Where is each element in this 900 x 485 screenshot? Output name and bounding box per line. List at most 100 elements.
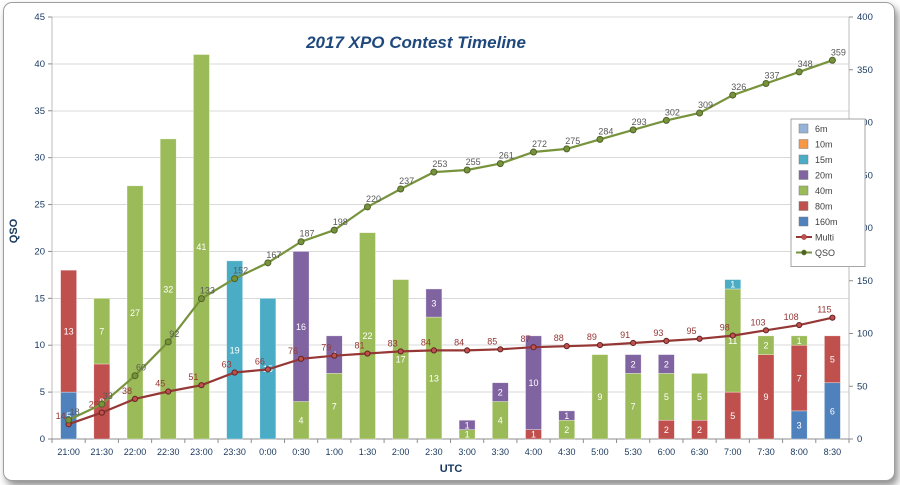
multi-point-label: 84 <box>454 337 464 347</box>
qso-point-label: 92 <box>169 329 179 339</box>
qso-marker <box>696 109 704 117</box>
bar-label: 1 <box>465 430 470 440</box>
bar-segment-20m <box>425 288 443 318</box>
legend-label-40m: 40m <box>815 186 833 196</box>
legend-swatch-10m <box>798 139 809 149</box>
y-right-tick-label: 50 <box>857 381 868 392</box>
qso-marker <box>496 160 504 168</box>
multi-point-label: 14 <box>56 411 66 421</box>
y-right-tick-label: 0 <box>857 434 862 445</box>
multi-point-label: 25 <box>89 400 99 410</box>
multi-marker <box>630 339 637 347</box>
bar-segment-80m <box>824 335 841 384</box>
y-left-tick-label: 5 <box>40 387 45 398</box>
multi-point-label: 103 <box>750 317 765 327</box>
multi-marker <box>762 327 770 334</box>
bar-segment-40m <box>159 138 177 440</box>
multi-marker <box>729 332 736 339</box>
multi-point-label: 63 <box>222 360 232 370</box>
x-tick-label: 6:00 <box>658 447 676 457</box>
bar-label: 5 <box>697 392 702 402</box>
bars: 5138727324119154167422171331142110219722… <box>60 54 841 440</box>
bar-segment-40m <box>591 354 609 440</box>
x-tick-label: 2:30 <box>425 447 443 457</box>
gridlines <box>52 16 849 393</box>
legend-label-6m: 6m <box>815 124 828 134</box>
chart-title: 2017 XPO Contest Timeline <box>305 33 526 52</box>
qso-point-label: 337 <box>764 70 779 80</box>
qso-marker <box>98 400 106 408</box>
bar-segment-20m <box>525 335 542 430</box>
y-left-tick-label: 20 <box>34 246 45 257</box>
qso-point-label: 60 <box>136 363 146 373</box>
y-left-tick-label: 40 <box>34 59 45 70</box>
bar-label: 1 <box>564 411 569 421</box>
qso-marker <box>530 148 538 156</box>
multi-line <box>68 316 833 426</box>
bar-label: 5 <box>664 392 669 402</box>
bar-segment-40m <box>392 279 409 440</box>
bar-label: 2 <box>664 359 669 369</box>
bar-label: 9 <box>763 392 768 402</box>
qso-marker <box>729 91 737 99</box>
bar-label: 32 <box>163 284 173 294</box>
legend-marker-Multi <box>801 234 807 240</box>
multi-marker <box>165 388 172 395</box>
bar-segment-15m <box>226 260 243 440</box>
multi-point-label: 84 <box>421 337 431 347</box>
multi-point-label: 93 <box>653 328 663 338</box>
legend-swatch-40m <box>798 185 809 196</box>
x-tick-label: 8:00 <box>790 447 808 457</box>
x-tick-label: 1:00 <box>326 447 344 457</box>
bar-label: 11 <box>728 336 737 346</box>
y-left-tick-label: 25 <box>34 200 45 211</box>
bar-label: 3 <box>797 420 802 430</box>
y-left-tick-label: 45 <box>34 12 45 23</box>
bar-label: 41 <box>196 242 206 252</box>
x-tick-label: 8:30 <box>824 447 842 457</box>
qso-marker <box>297 238 305 246</box>
bar-label: 2 <box>763 341 768 351</box>
qso-point-label: 198 <box>333 217 348 227</box>
legend-swatch-6m <box>798 123 809 134</box>
qso-marker <box>563 145 571 153</box>
x-tick-label: 3:30 <box>492 447 510 457</box>
multi-marker <box>198 382 205 389</box>
contest-timeline-chart: 5138727324119154167422171331142110219722… <box>8 12 873 475</box>
qso-point-label: 348 <box>798 59 813 69</box>
multi-point-label: 38 <box>122 386 132 396</box>
qso-point-label: 359 <box>831 47 846 57</box>
y-left-tick-label: 30 <box>34 153 45 164</box>
bar-segment-20m <box>658 354 675 374</box>
bar-label: 4 <box>299 416 304 426</box>
bar-label: 7 <box>99 327 104 337</box>
multi-marker <box>264 366 271 373</box>
multi-point-label: 115 <box>817 305 831 315</box>
x-tick-label: 0:00 <box>259 447 277 457</box>
legend: 6m 10m 15m 20m 40m 80m 160m Multi QSO <box>790 118 866 267</box>
x-tick-label: 21:30 <box>91 447 114 457</box>
qso-point-label: 272 <box>532 139 547 149</box>
qso-point-label: 255 <box>466 157 481 167</box>
multi-point-label: 87 <box>521 334 531 344</box>
qso-point-label: 220 <box>366 194 381 204</box>
qso-point-label: 33 <box>103 391 113 401</box>
bar-label: 7 <box>797 373 802 383</box>
bar-label: 2 <box>697 425 702 435</box>
bar-segment-40m <box>126 185 144 440</box>
bar-segment-40m <box>757 335 775 355</box>
qso-marker <box>65 416 73 424</box>
bar-segment-80m <box>60 269 77 393</box>
qso-point-label: 326 <box>731 82 746 92</box>
qso-point-label: 253 <box>432 159 447 169</box>
y-left-tick-label: 0 <box>40 434 45 445</box>
bar-label: 4 <box>498 416 503 426</box>
qso-point-label: 275 <box>565 136 580 146</box>
multi-marker <box>297 355 305 362</box>
x-tick-label: 1:30 <box>359 447 377 457</box>
bar-segment-40m <box>691 373 708 421</box>
qso-point-label: 237 <box>399 176 414 186</box>
qso-marker <box>795 68 803 76</box>
bar-segment-20m <box>558 410 576 421</box>
multi-point-label: 89 <box>587 332 597 342</box>
